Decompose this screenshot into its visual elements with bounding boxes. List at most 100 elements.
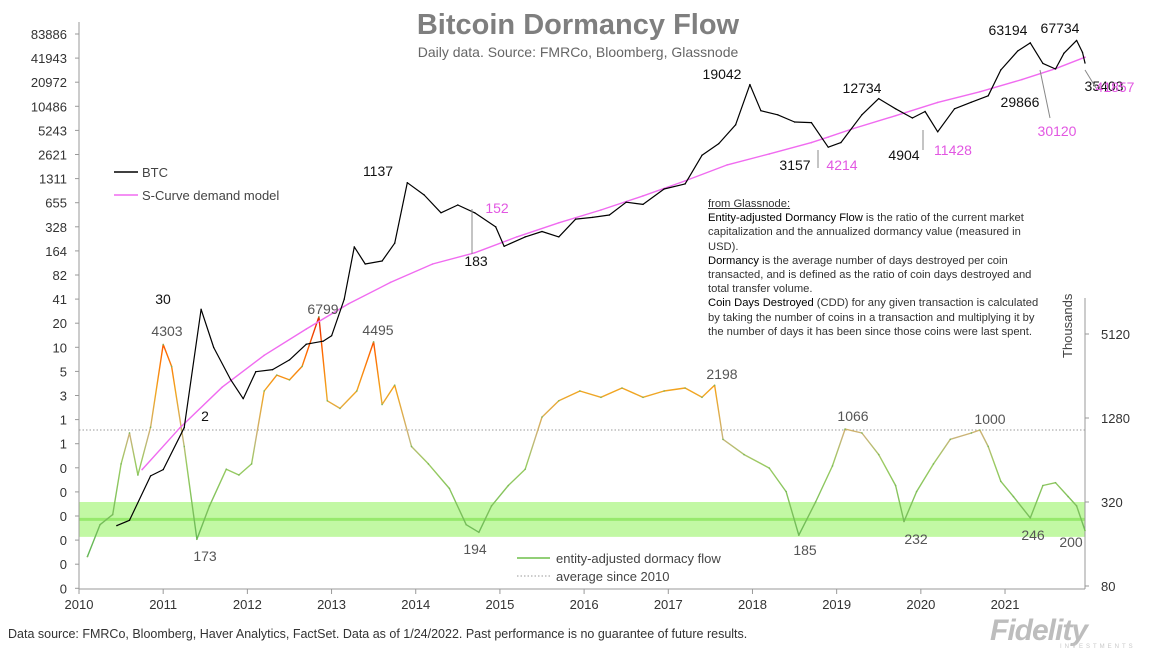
btc-point xyxy=(423,194,425,196)
dormancy-flow-point xyxy=(1084,529,1086,532)
btc-point xyxy=(591,216,594,219)
y-tick-label-left: 83886 xyxy=(31,27,67,42)
s-curve-point xyxy=(558,221,560,224)
btc-value-label: 67734 xyxy=(1041,20,1080,36)
x-tick-label: 2017 xyxy=(654,597,683,612)
dormancy-flow-point xyxy=(785,490,787,493)
btc-point xyxy=(987,95,989,97)
btc-point xyxy=(242,397,244,400)
btc-point xyxy=(212,346,215,349)
dormancy-flow-point xyxy=(120,463,122,465)
btc-point xyxy=(827,146,829,148)
s-curve-point xyxy=(726,164,729,166)
btc-point xyxy=(149,475,152,477)
btc-point xyxy=(128,519,131,521)
dormancy-flow-point xyxy=(579,390,581,392)
y-tick-label-right: 320 xyxy=(1101,495,1123,510)
dormancy-flow-point xyxy=(208,505,211,507)
dormancy-flow-point xyxy=(701,396,703,399)
dormancy-flow-point xyxy=(326,400,329,402)
x-tick-label: 2014 xyxy=(401,597,430,612)
btc-point xyxy=(473,212,476,214)
dormancy-flow-point xyxy=(932,463,935,465)
dormancy-value-label: 185 xyxy=(793,542,817,558)
btc-point xyxy=(406,182,409,184)
dormancy-flow-point xyxy=(1067,495,1069,498)
s-curve-point xyxy=(305,328,308,330)
btc-point xyxy=(608,214,611,216)
btc-point xyxy=(322,340,324,342)
dormancy-flow-point xyxy=(448,487,451,490)
s-curve-point xyxy=(1084,56,1086,59)
dormancy-flow-point xyxy=(970,432,973,434)
btc-point xyxy=(495,226,497,228)
dormancy-flow-point xyxy=(225,468,228,470)
btc-point xyxy=(1054,68,1057,70)
btc-point xyxy=(183,426,185,429)
dormancy-flow-point xyxy=(1075,505,1078,507)
dormancy-flow-point xyxy=(356,390,358,392)
dormancy-flow-point xyxy=(1042,484,1044,487)
x-tick-label: 2019 xyxy=(822,597,851,612)
dormancy-flow-point xyxy=(99,523,101,526)
fidelity-logo-sub: INVESTMENTS xyxy=(1060,644,1136,650)
y-tick-label-left: 0 xyxy=(60,461,67,476)
dormancy-flow-point xyxy=(797,534,800,537)
x-tick-label: 2016 xyxy=(570,597,599,612)
y-tick-label-left: 0 xyxy=(60,557,67,572)
dormancy-flow-point xyxy=(170,365,173,368)
series-dormancy-flow-line xyxy=(86,316,1086,557)
dormancy-value-label: 194 xyxy=(463,541,487,557)
btc-point xyxy=(116,524,118,527)
s-curve-point xyxy=(684,180,686,182)
dormancy-flow-point xyxy=(301,365,303,368)
dormancy-flow-point xyxy=(318,316,320,318)
dormancy-flow-point xyxy=(238,474,240,476)
dormancy-flow-point xyxy=(743,453,745,456)
s-curve-point xyxy=(431,263,434,265)
x-tick-label: 2021 xyxy=(991,597,1020,612)
btc-point xyxy=(718,142,720,145)
btc-point xyxy=(701,154,703,157)
note-paragraph-2: Dormancy is the average number of days d… xyxy=(708,254,1048,297)
btc-point xyxy=(393,242,396,244)
btc-point xyxy=(330,335,333,337)
dormancy-flow-point xyxy=(894,484,897,487)
y-tick-label-left: 0 xyxy=(60,509,67,524)
btc-point xyxy=(364,263,366,265)
y-tick-label-left: 41943 xyxy=(31,51,67,66)
btc-point xyxy=(1075,39,1078,42)
dormancy-flow-point xyxy=(276,374,278,376)
y-tick-label-left: 3 xyxy=(60,389,67,404)
s-curve-point xyxy=(827,136,830,138)
x-tick-label: 2010 xyxy=(65,597,94,612)
y-tick-label-left: 0 xyxy=(60,485,67,500)
dormancy-flow-point xyxy=(490,505,493,507)
dormancy-value-label: 4495 xyxy=(362,322,393,338)
btc-point xyxy=(878,97,880,100)
btc-point xyxy=(381,260,383,262)
btc-value-label: 3157 xyxy=(779,157,810,173)
btc-point xyxy=(760,110,762,112)
legend-btc-label: BTC xyxy=(142,165,168,180)
note-heading: from Glassnode: xyxy=(708,198,791,210)
note-term-2: Dormancy xyxy=(708,254,759,267)
btc-point xyxy=(271,368,274,371)
note-text-2: is the average number of days destroyed … xyxy=(708,254,1032,296)
btc-point xyxy=(911,117,914,119)
footer-source: Data source: FMRCo, Bloomberg, Haver Ana… xyxy=(8,627,748,641)
s-curve-value-label: 11428 xyxy=(934,142,972,158)
dormancy-flow-point xyxy=(915,490,918,493)
btc-point xyxy=(1081,51,1084,54)
dormancy-value-label: 246 xyxy=(1021,527,1045,543)
s-curve-point xyxy=(515,236,518,238)
y-tick-label-right: 1280 xyxy=(1101,411,1130,426)
dormancy-flow-point xyxy=(987,445,989,448)
leader-41857 xyxy=(1084,69,1097,89)
dormancy-flow-point xyxy=(478,531,480,534)
dormancy-flow-point xyxy=(642,396,644,399)
right-axis-unit: Thousands xyxy=(1060,293,1075,358)
btc-point xyxy=(810,121,813,124)
y-tick-label-left: 20 xyxy=(53,316,67,331)
s-curve-value-label: 4214 xyxy=(826,157,857,173)
